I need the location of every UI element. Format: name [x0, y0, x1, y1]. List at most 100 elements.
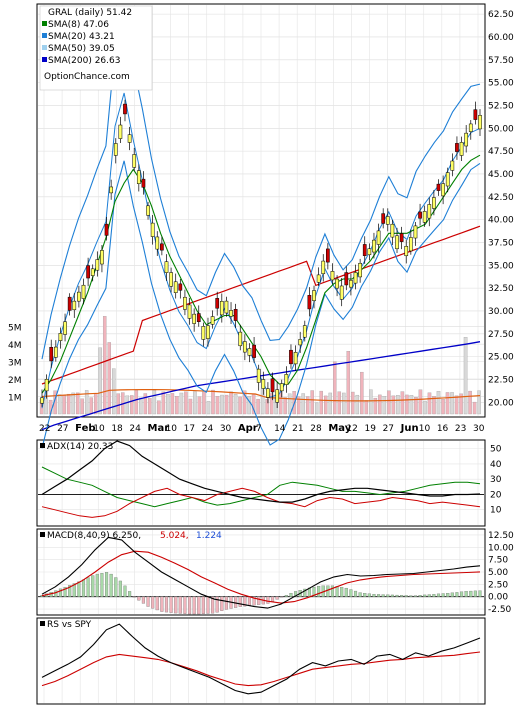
volume-bars	[39, 316, 481, 415]
candle-body	[77, 291, 81, 302]
price-y-tick: 55.00	[488, 79, 514, 89]
price-y-tick: 32.50	[488, 284, 514, 294]
candle-body	[86, 265, 90, 279]
candle-body	[418, 211, 422, 219]
candle-body	[312, 290, 316, 301]
macd-histogram-bar	[151, 596, 155, 609]
candle-body	[279, 383, 284, 392]
adx-plus-di-line	[41, 466, 481, 508]
candle-body	[390, 223, 395, 238]
candle-body	[95, 259, 100, 271]
legend-swatch-sma50	[42, 45, 47, 50]
candle-body	[109, 186, 114, 194]
macd-histogram-bar	[224, 596, 228, 610]
candle-body	[67, 296, 72, 311]
macd-y-tick: -2.50	[488, 605, 512, 615]
candle-body	[210, 316, 215, 325]
macd-histogram-bar	[367, 593, 371, 597]
volume-bar	[364, 400, 369, 415]
x-tick: 27	[57, 424, 68, 434]
volume-bar	[229, 391, 233, 415]
x-tick: 30	[473, 424, 485, 434]
candle-body	[385, 216, 390, 225]
macd-histogram-bar	[243, 596, 247, 607]
macd-histogram-bar	[441, 593, 445, 597]
volume-bar	[432, 396, 436, 415]
candle-body	[422, 211, 427, 223]
candle-body	[261, 379, 266, 389]
candle-body	[155, 236, 160, 250]
price-y-tick: 30.00	[488, 307, 514, 317]
price-panel-frame	[36, 3, 486, 418]
volume-bar	[98, 347, 102, 415]
candle-body	[436, 183, 441, 191]
macd-histogram-bar	[349, 589, 353, 597]
candle-body	[450, 160, 455, 171]
macd-histogram-bar	[330, 585, 335, 597]
macd-histogram-bar	[192, 596, 196, 615]
rs-panel-frame	[36, 617, 486, 705]
macd-histogram-bar	[303, 588, 307, 597]
volume-y-tick: 3M	[8, 359, 22, 369]
candle-body	[169, 272, 173, 287]
candle-body	[72, 300, 77, 311]
volume-bar	[323, 395, 328, 415]
bollinger-lower-line	[41, 160, 481, 449]
macd-histogram-bar	[280, 596, 284, 598]
x-tick: 18	[111, 424, 123, 434]
volume-bar	[260, 389, 265, 415]
price-y-tick: 37.50	[488, 238, 514, 248]
candle-body	[233, 309, 238, 321]
macd-histogram-bar	[164, 596, 169, 613]
candle-body	[104, 223, 109, 236]
x-tick: 17	[184, 424, 195, 434]
candle-body	[275, 389, 279, 403]
macd-histogram-bar	[174, 596, 178, 614]
legend-sma200: SMA(200) 26.63	[48, 56, 120, 66]
macd-y-tick: 10.00	[488, 543, 514, 553]
volume-bar	[84, 390, 89, 415]
candle-body	[192, 313, 196, 324]
price-candles	[40, 99, 482, 408]
macd-histogram-bar	[317, 586, 321, 597]
candle-body	[160, 243, 164, 251]
x-tick: 12	[346, 424, 357, 434]
macd-histogram-bar	[128, 591, 132, 597]
candle-body	[178, 283, 183, 291]
volume-bar	[130, 395, 134, 415]
macd-histogram-bar	[95, 573, 99, 597]
x-tick: 27	[383, 424, 394, 434]
candle-body	[330, 271, 335, 281]
adx-y-tick: 10	[490, 506, 502, 516]
price-y-tick: 40.00	[488, 216, 514, 226]
volume-bar	[454, 395, 459, 415]
macd-histogram-bar	[197, 596, 201, 615]
candle-body	[146, 205, 150, 216]
volume-bar	[441, 399, 445, 415]
candle-body	[44, 379, 49, 392]
legend-sma50: SMA(50) 39.05	[48, 44, 115, 54]
macd-histogram-bar	[187, 596, 192, 615]
candle-body	[459, 142, 464, 156]
macd-histogram-bar	[81, 579, 86, 597]
macd-signal-value: 5.024,	[160, 531, 189, 541]
x-tick: 10	[166, 424, 178, 434]
macd-histogram-bar	[395, 594, 399, 597]
macd-histogram-bar	[473, 590, 477, 597]
candle-body	[408, 237, 413, 252]
x-tick: Mar	[148, 423, 170, 434]
volume-bar	[143, 393, 148, 415]
volume-bar	[314, 402, 319, 415]
volume-bar	[179, 392, 184, 415]
volume-bar	[62, 395, 66, 415]
volume-bar	[305, 396, 310, 415]
macd-histogram-bar	[257, 596, 261, 605]
candle-body	[219, 301, 224, 316]
volume-bar	[233, 394, 238, 415]
volume-bar	[319, 390, 323, 415]
macd-histogram-bar	[68, 585, 72, 597]
macd-histogram-bar	[284, 595, 288, 597]
x-tick: 24	[129, 424, 141, 434]
macd-histogram-bar	[358, 592, 362, 597]
